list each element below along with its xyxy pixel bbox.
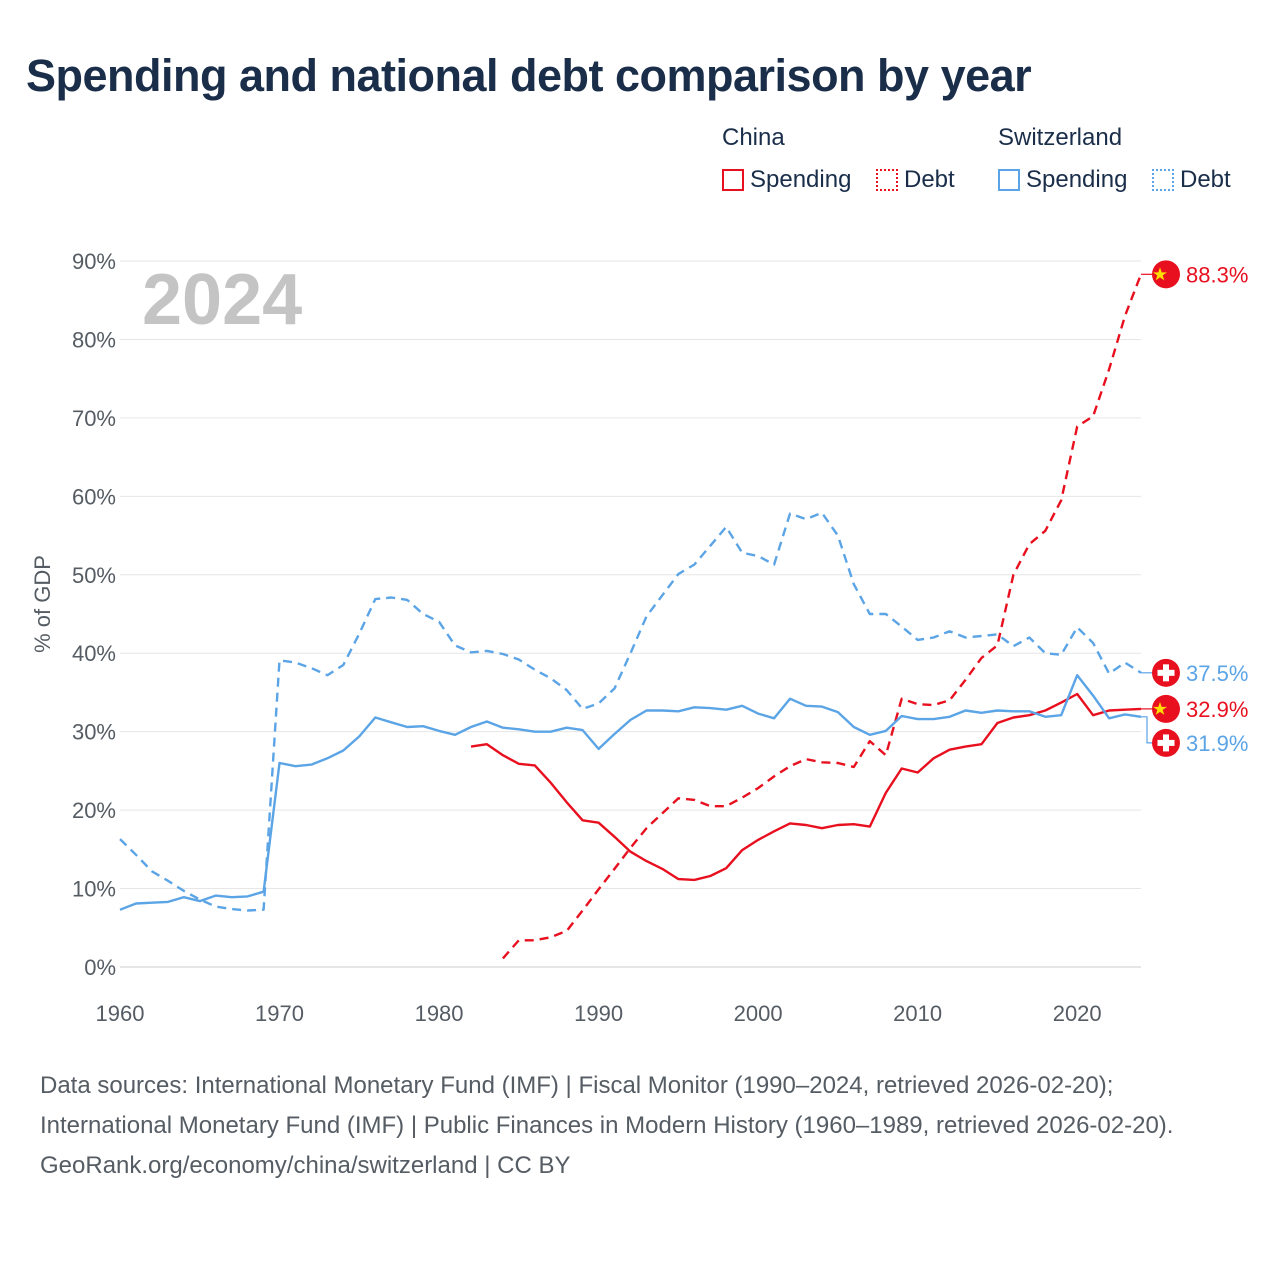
- y-tick-label: 80%: [72, 327, 116, 352]
- y-tick-label: 50%: [72, 563, 116, 588]
- y-tick-label: 60%: [72, 484, 116, 509]
- end-value-label: 88.3%: [1186, 262, 1248, 287]
- y-tick-label: 30%: [72, 720, 116, 745]
- y-tick-label: 40%: [72, 641, 116, 666]
- x-tick-label: 2000: [734, 1001, 783, 1026]
- china-flag-icon: [1152, 260, 1180, 289]
- series-line-china-spending[interactable]: [470, 692, 1142, 882]
- data-sources-note: Data sources: International Monetary Fun…: [40, 1072, 1174, 1139]
- solid-line-swatch-icon: [998, 169, 1020, 191]
- dotted-line-swatch-icon: [1152, 169, 1174, 191]
- legend-group-name: Switzerland: [998, 124, 1123, 151]
- x-tick-label: 1980: [415, 1001, 464, 1026]
- end-value-label: 32.9%: [1186, 697, 1248, 722]
- legend-switzerland-spending[interactable]: Spending: [998, 166, 1127, 194]
- legend-item-label: Spending: [750, 166, 852, 193]
- y-tick-label: 10%: [72, 877, 116, 902]
- legend-item-label: Spending: [1026, 166, 1128, 193]
- y-axis-label: % of GDP: [30, 555, 55, 653]
- series-line-switzerland-debt[interactable]: [119, 511, 1142, 912]
- legend-group-name: China: [722, 124, 785, 151]
- end-value-label: 37.5%: [1186, 661, 1248, 686]
- y-tick-label: 70%: [72, 406, 116, 431]
- x-tick-label: 1990: [574, 1001, 623, 1026]
- chart-title: Spending and national debt comparison by…: [26, 50, 1032, 101]
- x-tick-label: 1960: [96, 1001, 145, 1026]
- dotted-line-swatch-icon: [876, 169, 898, 191]
- x-tick-label: 2010: [893, 1001, 942, 1026]
- line-chart: 2024 0% 10% 20% 30% 40% 50% 60% 70% 80% 90% 1960 197…: [30, 249, 1248, 1026]
- chart-footer: Data sources: International Monetary Fun…: [40, 1066, 1240, 1186]
- end-value-label: 31.9%: [1186, 731, 1248, 756]
- swiss-cross-horizontal: [1157, 739, 1175, 746]
- swiss-cross-horizontal: [1157, 669, 1175, 676]
- legend-item-label: Debt: [904, 166, 955, 193]
- china-flag-icon: [1152, 694, 1180, 723]
- solid-line-swatch-icon: [722, 169, 744, 191]
- credit-link[interactable]: GeoRank.org/economy/china/switzerland | …: [40, 1152, 571, 1179]
- x-tick-label: 1970: [255, 1001, 304, 1026]
- y-tick-label: 0%: [84, 955, 116, 980]
- legend-switzerland-debt[interactable]: Debt: [1152, 166, 1231, 194]
- china-flag-star: [1153, 701, 1167, 715]
- x-tick-label: 2020: [1053, 1001, 1102, 1026]
- legend-item-label: Debt: [1180, 166, 1231, 193]
- series-line-switzerland-spending[interactable]: [119, 674, 1142, 911]
- end-label-connector: [1141, 716, 1153, 744]
- legend-china-spending[interactable]: Spending: [722, 166, 851, 194]
- year-watermark: 2024: [142, 260, 302, 340]
- legend-china-debt[interactable]: Debt: [876, 166, 955, 194]
- y-tick-label: 20%: [72, 798, 116, 823]
- china-flag-star: [1153, 267, 1167, 281]
- series-line-china-debt[interactable]: [501, 273, 1143, 960]
- y-tick-label: 90%: [72, 249, 116, 274]
